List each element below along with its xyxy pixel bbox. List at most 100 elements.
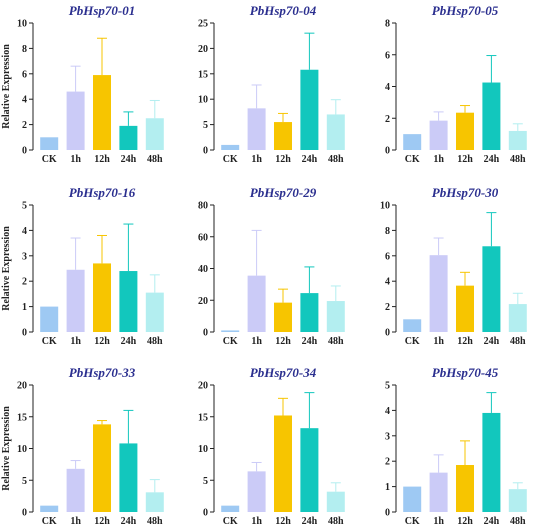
x-tick-label: 12h <box>275 154 291 165</box>
x-tick-label: CK <box>223 516 238 527</box>
y-tick-label: 10 <box>17 19 27 30</box>
x-tick-label: 48h <box>328 154 344 165</box>
y-axis-label: Relative Expression <box>1 226 12 311</box>
y-tick-label: 5 <box>203 120 208 131</box>
y-tick-label: 10 <box>198 95 208 106</box>
x-tick-label: CK <box>42 154 57 165</box>
y-tick-label: 5 <box>203 476 208 487</box>
y-tick-label: 2 <box>22 277 27 288</box>
bar-CK <box>403 134 422 150</box>
x-tick-label: 24h <box>484 336 500 347</box>
x-tick-label: 48h <box>328 516 344 527</box>
bar-1h <box>66 269 85 332</box>
y-tick-label: 4 <box>385 82 390 93</box>
y-tick-label: 60 <box>198 232 208 243</box>
bar-12h <box>93 424 111 512</box>
bar-1h <box>247 471 266 512</box>
x-tick-label: 48h <box>147 336 163 347</box>
x-tick-label: 48h <box>147 516 163 527</box>
bar-48h <box>508 489 527 512</box>
y-tick-label: 0 <box>203 328 208 339</box>
y-tick-label: 15 <box>198 69 208 80</box>
x-tick-label: 24h <box>302 154 318 165</box>
x-tick-label: 1h <box>251 154 262 165</box>
y-tick-label: 2 <box>385 114 390 125</box>
x-tick-label: 48h <box>510 516 526 527</box>
x-tick-label: 1h <box>70 154 81 165</box>
x-tick-label: 12h <box>275 336 291 347</box>
bar-24h <box>119 271 138 332</box>
x-tick-label: 24h <box>121 516 137 527</box>
bar-24h <box>482 82 501 150</box>
y-tick-label: 6 <box>385 251 390 262</box>
y-tick-label: 20 <box>17 381 27 392</box>
x-tick-label: 48h <box>510 336 526 347</box>
bar-1h <box>66 91 85 150</box>
chart-panel-1: PbHsp70-01 0 2 4 6 8 10 Relative Expression CK 1h… <box>1 3 164 165</box>
x-tick-label: 1h <box>433 336 444 347</box>
y-tick-label: 10 <box>380 201 390 212</box>
bar-CK <box>40 505 59 512</box>
x-tick-label: 24h <box>484 516 500 527</box>
y-tick-label: 4 <box>22 226 27 237</box>
x-tick-label: CK <box>405 336 420 347</box>
y-tick-label: 2 <box>22 120 27 131</box>
x-tick-label: CK <box>42 516 57 527</box>
y-tick-label: 0 <box>385 508 390 519</box>
bar-24h <box>300 69 319 150</box>
chart-panel-7: PbHsp70-33 0 5 10 15 20 Relative Expression CK 1… <box>1 365 164 527</box>
y-tick-label: 80 <box>198 201 208 212</box>
bar-12h <box>274 415 292 512</box>
bar-48h <box>145 492 164 512</box>
x-tick-label: 1h <box>433 516 444 527</box>
bar-48h <box>326 491 345 512</box>
x-tick-label: 24h <box>484 154 500 165</box>
y-tick-label: 0 <box>22 508 27 519</box>
y-axis-label: Relative Expression <box>1 44 12 129</box>
y-tick-label: 4 <box>22 95 27 106</box>
bar-48h <box>508 304 527 332</box>
y-tick-label: 25 <box>198 19 208 30</box>
panel-title: PbHsp70-01 <box>69 3 135 18</box>
y-tick-label: 1 <box>385 482 390 493</box>
bar-CK <box>40 306 59 332</box>
y-tick-label: 6 <box>22 69 27 80</box>
y-tick-label: 0 <box>203 146 208 157</box>
y-tick-label: 8 <box>385 226 390 237</box>
panel-title: PbHsp70-29 <box>250 185 317 200</box>
y-tick-label: 0 <box>22 328 27 339</box>
x-tick-label: 1h <box>70 336 81 347</box>
x-tick-label: 48h <box>147 154 163 165</box>
x-tick-label: 12h <box>457 516 473 527</box>
bar-1h <box>66 468 85 512</box>
chart-panel-8: PbHsp70-34 0 5 10 15 20 CK 1h 12h 24h 48h <box>198 365 345 527</box>
bar-24h <box>482 246 501 332</box>
panel-title: PbHsp70-30 <box>432 185 499 200</box>
y-tick-label: 20 <box>198 381 208 392</box>
x-tick-label: 12h <box>94 154 110 165</box>
bar-12h <box>274 302 292 332</box>
bar-12h <box>93 75 111 150</box>
x-tick-label: 1h <box>433 154 444 165</box>
x-tick-label: 1h <box>251 516 262 527</box>
x-tick-label: 24h <box>121 336 137 347</box>
bar-CK <box>40 137 59 150</box>
bar-CK <box>403 486 422 512</box>
bar-24h <box>482 412 501 512</box>
chart-panel-4: PbHsp70-16 0 1 2 3 4 5 Relative Expression CK 1h 1… <box>1 185 164 347</box>
bar-48h <box>145 118 164 150</box>
bar-1h <box>429 472 448 512</box>
bar-CK <box>221 505 240 512</box>
x-tick-label: 48h <box>328 336 344 347</box>
x-tick-label: 24h <box>302 336 318 347</box>
bar-1h <box>429 255 448 332</box>
bar-24h <box>300 293 319 332</box>
bar-12h <box>274 122 292 150</box>
bar-24h <box>300 428 319 512</box>
x-tick-label: 48h <box>510 154 526 165</box>
bar-12h <box>93 263 111 332</box>
y-tick-label: 4 <box>385 277 390 288</box>
y-tick-label: 8 <box>385 19 390 30</box>
y-tick-label: 0 <box>385 328 390 339</box>
y-tick-label: 15 <box>198 412 208 423</box>
